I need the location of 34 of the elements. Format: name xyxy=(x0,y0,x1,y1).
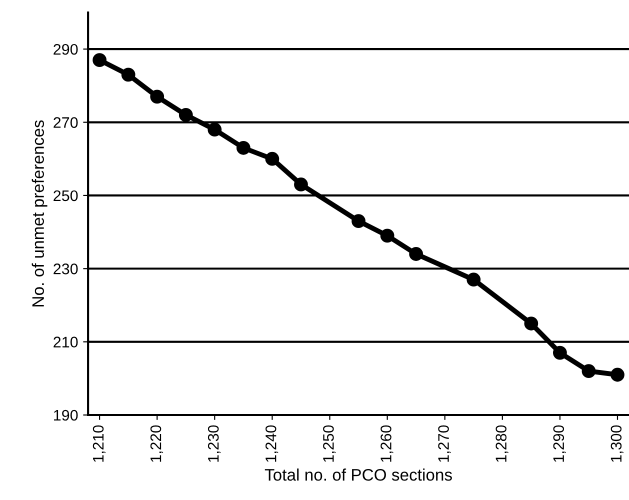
point xyxy=(409,247,424,261)
point xyxy=(178,108,193,122)
point xyxy=(524,316,538,330)
point xyxy=(208,122,222,137)
point xyxy=(352,214,366,228)
y-tick-label: 210 xyxy=(54,336,78,348)
x-tick-label: 1,270 xyxy=(438,425,451,462)
point xyxy=(294,178,308,192)
point xyxy=(610,368,624,382)
point xyxy=(236,140,250,155)
point xyxy=(150,90,164,104)
x-axis-title: Total no. of PCO sections xyxy=(264,468,452,481)
x-tick-label: 1,230 xyxy=(208,425,221,462)
y-tick-label: 190 xyxy=(54,410,78,421)
x-tick-label: 1,210 xyxy=(92,425,106,462)
point xyxy=(466,272,481,287)
y-tick-label: 290 xyxy=(54,44,78,55)
y-tick-label: 230 xyxy=(54,264,78,274)
y-tick-label: 270 xyxy=(54,117,78,128)
x-tick-label: 1,280 xyxy=(496,425,508,462)
x-tick-label: 1,260 xyxy=(380,425,394,462)
point xyxy=(121,68,136,82)
y-axis-title: No. of unmet preferences xyxy=(32,120,48,306)
point xyxy=(380,228,394,243)
x-tick-label: 1,240 xyxy=(265,425,278,462)
x-tick-label: 1,250 xyxy=(323,425,336,462)
point xyxy=(553,346,567,360)
point xyxy=(582,364,596,378)
y-tick-label: 250 xyxy=(54,190,78,202)
point xyxy=(265,152,280,166)
x-tick-label: 1,290 xyxy=(553,425,566,462)
x-tick-label: 1,300 xyxy=(610,425,624,462)
point xyxy=(92,53,107,68)
x-tick-label: 1,220 xyxy=(150,425,164,462)
